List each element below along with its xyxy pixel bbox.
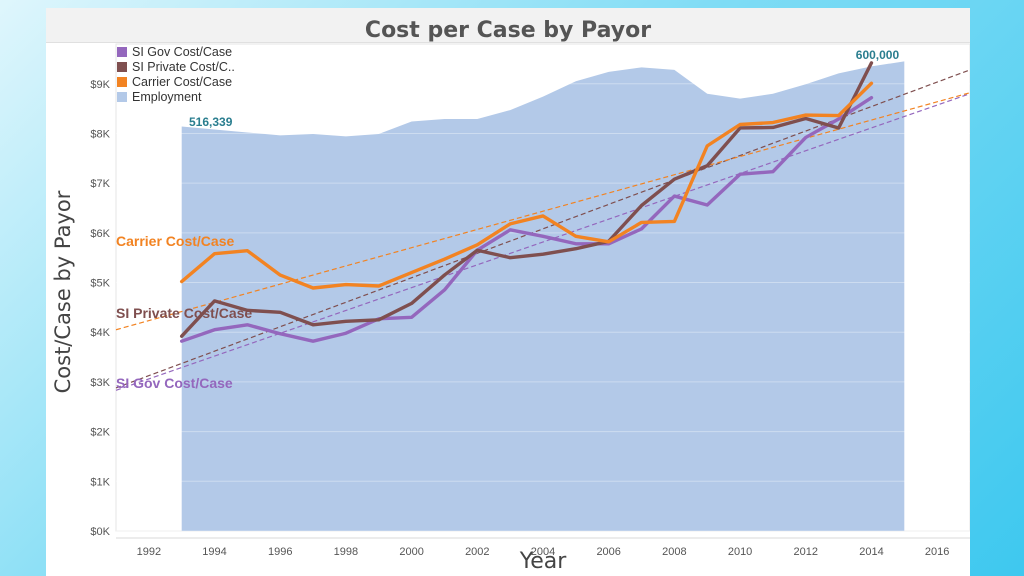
series-inline-label: Carrier Cost/Case [116,233,234,249]
title-band [46,8,970,43]
legend-label: SI Private Cost/C.. [132,60,235,74]
legend-label: Carrier Cost/Case [132,75,232,89]
y-tick-label: $9K [90,79,110,91]
slide: Cost per Case by Payor SI Gov Cost/Case S… [46,8,970,576]
y-tick-label: $6K [90,228,110,240]
x-tick-label: 2000 [399,546,423,558]
y-tick-label: $7K [90,178,110,190]
x-tick-label: 1996 [268,546,292,558]
series-inline-label: SI Private Cost/Case [116,305,252,321]
chart-title: Cost per Case by Payor [364,18,652,43]
x-tick-label: 1998 [334,546,358,558]
x-tick-label: 2010 [728,546,752,558]
cost-per-case-chart: SI Gov Cost/Case SI Private Cost/Case Carr… [51,43,970,574]
y-tick-label: $0K [90,526,110,538]
series-inline-label: SI Gov Cost/Case [116,375,233,391]
y-tick-label: $8K [90,128,110,140]
x-tick-label: 2014 [859,546,883,558]
x-axis-title: Year [519,549,568,574]
legend-swatch [117,62,127,72]
employment-annotation: 516,339 [189,115,233,129]
legend-swatch [117,77,127,87]
y-axis-title: Cost/Case by Payor [51,190,75,393]
y-tick-label: $2K [90,427,110,439]
x-tick-label: 2002 [465,546,489,558]
x-tick-label: 2006 [596,546,620,558]
y-tick-label: $3K [90,377,110,389]
x-tick-label: 2004 [531,546,555,558]
legend-swatch [117,92,127,102]
y-tick-label: $1K [90,476,110,488]
y-tick-label: $4K [90,327,110,339]
x-tick-label: 2016 [925,546,949,558]
legend-swatch [117,47,127,57]
x-tick-label: 2012 [794,546,818,558]
x-tick-label: 2008 [662,546,686,558]
y-tick-label: $5K [90,278,110,290]
trend-line [115,92,970,331]
series-line [179,95,874,343]
series-line [179,61,874,338]
series-line [179,81,874,290]
legend-label: SI Gov Cost/Case [132,45,232,59]
legend-label: Employment [132,90,202,104]
x-tick-label: 1992 [137,546,161,558]
trend-line [115,93,970,391]
x-tick-label: 1994 [202,546,226,558]
employment-annotation: 600,000 [856,48,900,62]
